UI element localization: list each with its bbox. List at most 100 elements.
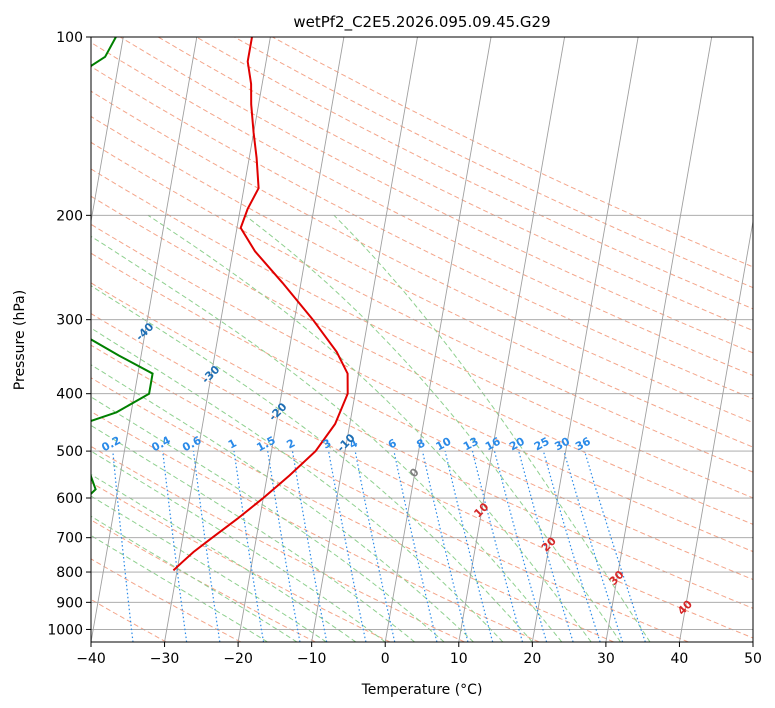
dry-adiabat-line [91, 141, 753, 473]
dry-adiabat-line [91, 344, 689, 642]
y-tick-label: 500 [56, 444, 83, 460]
moist-adiabat-line [333, 214, 651, 642]
chart-axes: −40 −30 −20 −10 0 10 20 30 40 5010020030040050060… [47, 30, 762, 667]
plot-labels: 0.10.20.40.611.52346810131620253036-100-… [1, 237, 695, 618]
mixing-ratio-line [542, 450, 601, 642]
x-tick-label: 50 [744, 651, 762, 667]
isotherm-line [91, 37, 198, 642]
y-axis-label: Pressure (hPa) [12, 290, 28, 390]
mixing-ratio-label: 20 [507, 435, 527, 454]
isotherm-line [679, 218, 753, 642]
moist-adiabat-line [91, 235, 563, 642]
moist-adiabat-line [91, 495, 327, 642]
mixing-ratio-label: 13 [461, 435, 481, 454]
dry-adiabat-line [91, 481, 391, 642]
mixing-ratio-label: 16 [483, 435, 503, 454]
isotherm-label: -60 [1, 237, 24, 260]
mixing-ratio-label: 3 [321, 436, 334, 451]
moist-adiabat-line [91, 473, 357, 642]
temperature-line [172, 37, 349, 572]
isotherm-label: -50 [66, 285, 89, 308]
dry-adiabat-line [91, 252, 753, 581]
x-tick-label: 10 [450, 651, 468, 667]
moist-adiabat-line [91, 396, 445, 642]
dry-adiabat-line [91, 282, 753, 609]
y-tick-label: 900 [56, 595, 83, 611]
y-tick-label: 1000 [47, 622, 83, 638]
isotherm-line [237, 37, 345, 642]
mixing-ratio-line [393, 450, 438, 642]
dry-adiabat-line [91, 41, 753, 377]
dry-adiabat-line [91, 312, 753, 639]
dewpoint-line [91, 37, 154, 496]
plot-series [91, 37, 349, 572]
mixing-ratio-line [192, 451, 221, 642]
plot-grid [91, 37, 753, 642]
x-tick-label: 0 [381, 651, 390, 667]
dry-adiabat-line [91, 90, 753, 424]
isotherm-label: 30 [607, 568, 627, 588]
y-tick-label: 700 [56, 531, 83, 547]
moist-adiabat-line [91, 424, 415, 642]
y-tick-label: 200 [56, 208, 83, 224]
dry-adiabat-line [196, 37, 753, 310]
mixing-ratio-line [291, 451, 328, 642]
isotherm-label: -20 [266, 400, 289, 423]
dry-adiabat-line [119, 37, 753, 354]
isotherm-label: 0 [407, 465, 422, 480]
moist-adiabat-line [244, 214, 621, 642]
isotherm-line [164, 37, 271, 642]
x-tick-label: 20 [523, 651, 541, 667]
mixing-ratio-line [162, 451, 188, 642]
mixing-ratio-label: 1 [226, 436, 239, 451]
x-tick-label: −30 [150, 651, 180, 667]
mixing-ratio-line [471, 450, 524, 642]
isotherm-line [752, 639, 753, 642]
moist-adiabat-line [91, 534, 268, 642]
mixing-ratio-label: 2 [284, 436, 297, 451]
mixing-ratio-line [563, 450, 624, 642]
mixing-ratio-line [444, 450, 494, 642]
dry-adiabat-line [91, 519, 316, 642]
dry-adiabat-line [234, 37, 753, 289]
mixing-ratio-line [584, 450, 646, 642]
moist-adiabat-line [91, 327, 504, 642]
isotherm-line [311, 37, 418, 642]
mixing-ratio-line [421, 450, 469, 642]
x-tick-label: −10 [297, 651, 327, 667]
plot-frame [90, 36, 754, 643]
y-tick-label: 100 [56, 30, 83, 46]
x-tick-label: −40 [76, 651, 106, 667]
isotherm-line [384, 37, 492, 642]
x-tick-label: 30 [597, 651, 615, 667]
isotherm-label: -40 [133, 320, 156, 343]
isotherm-line [531, 37, 639, 642]
mixing-ratio-label: 36 [573, 435, 593, 454]
mixing-ratio-label: 10 [434, 435, 454, 454]
mixing-ratio-line [112, 451, 134, 642]
y-tick-label: 400 [56, 387, 83, 403]
moist-adiabat-line [91, 285, 533, 642]
isotherm-label: 40 [675, 597, 695, 617]
x-tick-label: −20 [223, 651, 253, 667]
mixing-ratio-line [354, 450, 396, 642]
mixing-ratio-line [328, 450, 367, 642]
x-axis-label: Temperature (°C) [361, 682, 483, 698]
mixing-ratio-line [493, 450, 548, 642]
mixing-ratio-label: 30 [552, 435, 572, 454]
moist-adiabat-line [147, 214, 592, 642]
moist-adiabat-line [91, 450, 386, 642]
moist-adiabat-line [91, 364, 474, 642]
y-tick-label: 600 [56, 491, 83, 507]
dry-adiabat-line [91, 558, 242, 642]
mixing-ratio-label: 25 [532, 435, 552, 454]
isotherm-line [605, 37, 713, 642]
dry-adiabat-line [91, 377, 614, 642]
y-tick-label: 800 [56, 565, 83, 581]
dry-adiabat-line [91, 445, 465, 642]
dry-adiabat-line [91, 410, 540, 642]
mixing-ratio-line [518, 450, 574, 642]
isotherm-label: -30 [199, 363, 222, 386]
mixing-ratio-label: 8 [414, 436, 427, 451]
